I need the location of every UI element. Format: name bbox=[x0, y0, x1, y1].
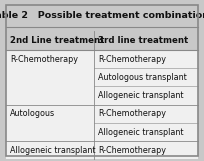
Text: 3rd line treatment: 3rd line treatment bbox=[98, 36, 189, 45]
Bar bbox=[6, 50, 198, 68]
Bar bbox=[6, 123, 198, 141]
Bar bbox=[6, 27, 198, 31]
Text: R-Chemotherapy: R-Chemotherapy bbox=[98, 55, 166, 64]
Bar bbox=[6, 86, 198, 105]
Bar bbox=[6, 141, 198, 159]
Text: Autologous transplant: Autologous transplant bbox=[98, 73, 187, 82]
Text: Autologous: Autologous bbox=[10, 109, 55, 118]
Bar bbox=[6, 31, 198, 50]
Text: Allogeneic transplant: Allogeneic transplant bbox=[98, 128, 184, 137]
Text: 2nd Line treatment: 2nd Line treatment bbox=[10, 36, 105, 45]
Bar bbox=[6, 5, 198, 27]
Text: R-Chemotherapy: R-Chemotherapy bbox=[98, 146, 166, 155]
Text: Table 2   Possible treatment combinations: Table 2 Possible treatment combinations bbox=[0, 11, 204, 20]
Text: Allogeneic transplant: Allogeneic transplant bbox=[10, 146, 96, 155]
Bar bbox=[6, 105, 198, 123]
Bar bbox=[6, 68, 198, 86]
Text: R-Chemotherapy: R-Chemotherapy bbox=[98, 109, 166, 118]
Text: R-Chemotherapy: R-Chemotherapy bbox=[10, 55, 78, 64]
Text: Allogeneic transplant: Allogeneic transplant bbox=[98, 91, 184, 100]
